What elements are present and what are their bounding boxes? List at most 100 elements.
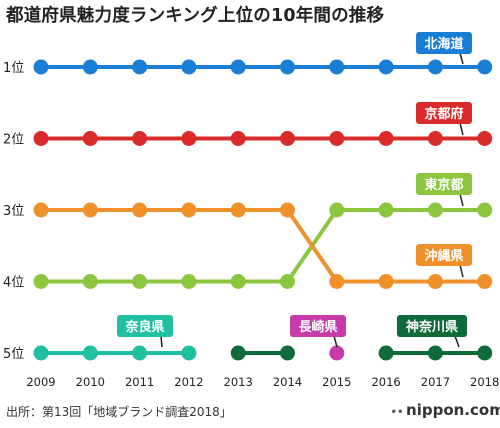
series-label-text: 奈良県 bbox=[124, 319, 164, 335]
series-label-text: 長崎県 bbox=[298, 319, 337, 335]
data-point bbox=[132, 345, 148, 361]
data-point bbox=[427, 274, 443, 289]
data-point bbox=[230, 202, 246, 218]
data-point bbox=[477, 345, 493, 361]
data-point bbox=[329, 131, 345, 146]
chart-title: 都道府県魅力度ランキング上位の10年間の推移 bbox=[6, 6, 385, 26]
data-point bbox=[329, 202, 345, 218]
data-point bbox=[280, 131, 295, 146]
label-box bbox=[290, 315, 346, 337]
label-leader-line bbox=[454, 335, 460, 348]
data-point bbox=[33, 59, 49, 75]
data-point bbox=[230, 345, 246, 361]
x-tick-label: 2018 bbox=[470, 375, 499, 389]
series-points bbox=[33, 59, 493, 361]
label-box bbox=[416, 32, 472, 54]
series-label: 東京都 bbox=[416, 173, 472, 207]
source-note: 出所：第13回「地域ブランド調査2018」 bbox=[6, 405, 232, 419]
data-point bbox=[230, 131, 246, 146]
label-box bbox=[416, 244, 472, 266]
data-point bbox=[378, 274, 394, 289]
series-line bbox=[41, 208, 485, 284]
series-lines bbox=[41, 65, 485, 355]
series-label-text: 沖縄県 bbox=[424, 248, 463, 264]
y-axis-labels: 1位 2位 3位 4位 5位 bbox=[3, 61, 24, 362]
series-label: 北海道 bbox=[416, 32, 472, 65]
x-tick-label: 2010 bbox=[76, 375, 105, 389]
label-leader-line bbox=[459, 122, 464, 136]
x-tick-label: 2014 bbox=[273, 375, 302, 389]
x-tick-label: 2017 bbox=[421, 375, 450, 389]
data-point bbox=[477, 131, 493, 146]
data-point bbox=[132, 274, 148, 289]
series-label: 京都府 bbox=[416, 102, 472, 136]
x-tick-label: 2011 bbox=[125, 375, 154, 389]
data-point bbox=[280, 274, 295, 289]
y-tick-label: 3位 bbox=[3, 204, 24, 219]
data-point bbox=[477, 274, 493, 289]
data-point bbox=[280, 202, 295, 218]
data-point bbox=[280, 59, 295, 75]
label-box bbox=[117, 315, 173, 337]
x-tick-label: 2013 bbox=[224, 375, 253, 389]
data-point bbox=[477, 59, 493, 75]
data-point bbox=[378, 131, 394, 146]
label-leader-line bbox=[333, 335, 338, 348]
data-point bbox=[230, 59, 246, 75]
data-point bbox=[82, 202, 98, 218]
y-tick-label: 2位 bbox=[3, 133, 24, 148]
series-label: 長崎県 bbox=[290, 315, 346, 348]
data-point bbox=[230, 274, 246, 289]
data-point bbox=[132, 59, 148, 75]
data-point bbox=[427, 131, 443, 146]
data-point bbox=[477, 202, 493, 218]
data-point bbox=[132, 131, 148, 146]
data-point bbox=[33, 202, 49, 218]
label-box bbox=[416, 102, 472, 124]
series-label-text: 東京都 bbox=[424, 177, 463, 193]
data-point bbox=[181, 345, 197, 361]
x-tick-label: 2012 bbox=[174, 375, 203, 389]
series-label: 沖縄県 bbox=[416, 244, 472, 278]
data-point bbox=[427, 345, 443, 361]
data-point bbox=[82, 59, 98, 75]
data-point bbox=[82, 131, 98, 146]
y-tick-label: 4位 bbox=[3, 276, 24, 291]
x-axis-labels: 2009 2010 2011 2012 2013 2014 2015 2016 2017 2018 bbox=[26, 375, 499, 389]
y-tick-label: 5位 bbox=[3, 347, 24, 362]
series-label: 神奈川県 bbox=[397, 315, 467, 348]
data-point bbox=[378, 345, 394, 361]
brand-logo: ∙∙ nippon.com bbox=[390, 401, 500, 419]
series-label-text: 京都府 bbox=[424, 106, 463, 122]
data-point bbox=[82, 345, 98, 361]
data-point bbox=[181, 131, 197, 146]
data-point bbox=[132, 202, 148, 218]
series-label: 奈良県 bbox=[117, 315, 173, 348]
x-tick-label: 2009 bbox=[26, 375, 55, 389]
x-tick-label: 2016 bbox=[371, 375, 400, 389]
data-point bbox=[329, 345, 345, 361]
data-point bbox=[33, 274, 49, 289]
data-point bbox=[82, 274, 98, 289]
label-leader-line bbox=[160, 335, 163, 348]
data-point bbox=[427, 202, 443, 218]
label-leader-line bbox=[459, 52, 464, 65]
data-point bbox=[378, 202, 394, 218]
x-tick-label: 2015 bbox=[322, 375, 351, 389]
data-point bbox=[181, 59, 197, 75]
data-point bbox=[33, 345, 49, 361]
data-point bbox=[427, 59, 443, 75]
data-point bbox=[181, 202, 197, 218]
data-point bbox=[329, 274, 345, 289]
y-tick-label: 1位 bbox=[3, 61, 24, 76]
data-point bbox=[378, 59, 394, 75]
label-leader-line bbox=[459, 193, 464, 207]
label-leader-line bbox=[459, 264, 464, 278]
label-box bbox=[416, 173, 472, 195]
data-point bbox=[33, 131, 49, 146]
brand-name: nippon.com bbox=[406, 401, 500, 419]
series-label-text: 北海道 bbox=[424, 36, 463, 52]
data-point bbox=[329, 59, 345, 75]
